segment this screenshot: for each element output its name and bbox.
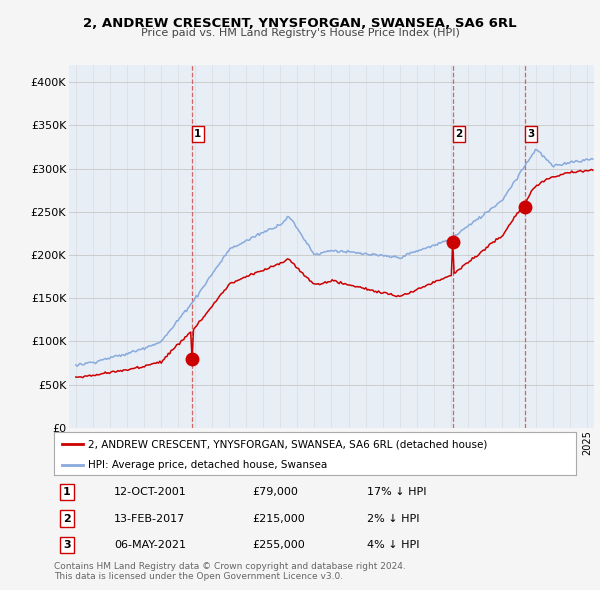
Text: 2, ANDREW CRESCENT, YNYSFORGAN, SWANSEA, SA6 6RL (detached house): 2, ANDREW CRESCENT, YNYSFORGAN, SWANSEA,… (88, 440, 487, 450)
Text: Price paid vs. HM Land Registry's House Price Index (HPI): Price paid vs. HM Land Registry's House … (140, 28, 460, 38)
Text: 12-OCT-2001: 12-OCT-2001 (114, 487, 187, 497)
Text: 13-FEB-2017: 13-FEB-2017 (114, 513, 185, 523)
Text: HPI: Average price, detached house, Swansea: HPI: Average price, detached house, Swan… (88, 460, 327, 470)
Text: 2: 2 (63, 513, 71, 523)
Text: 17% ↓ HPI: 17% ↓ HPI (367, 487, 427, 497)
Text: 2% ↓ HPI: 2% ↓ HPI (367, 513, 420, 523)
Text: 4% ↓ HPI: 4% ↓ HPI (367, 540, 420, 550)
Text: £215,000: £215,000 (253, 513, 305, 523)
Text: 2: 2 (455, 129, 463, 139)
Text: £255,000: £255,000 (253, 540, 305, 550)
Text: 3: 3 (63, 540, 71, 550)
Text: 1: 1 (194, 129, 202, 139)
Text: 1: 1 (63, 487, 71, 497)
Text: Contains HM Land Registry data © Crown copyright and database right 2024.
This d: Contains HM Land Registry data © Crown c… (54, 562, 406, 581)
Text: £79,000: £79,000 (253, 487, 298, 497)
Text: 2, ANDREW CRESCENT, YNYSFORGAN, SWANSEA, SA6 6RL: 2, ANDREW CRESCENT, YNYSFORGAN, SWANSEA,… (83, 17, 517, 30)
Text: 06-MAY-2021: 06-MAY-2021 (114, 540, 186, 550)
Text: 3: 3 (527, 129, 535, 139)
